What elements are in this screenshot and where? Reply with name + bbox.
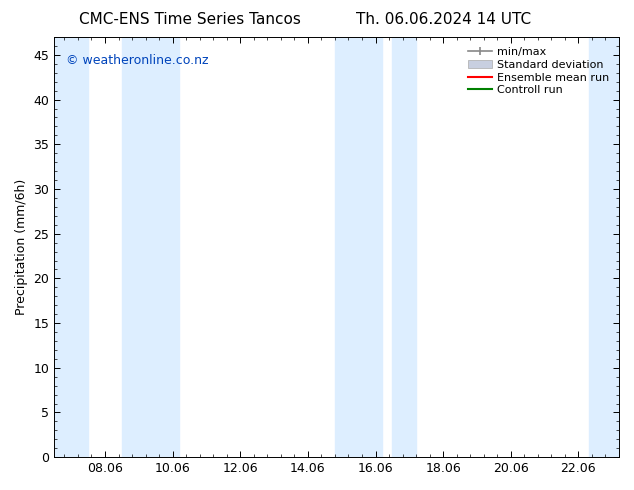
Bar bbox=[392, 37, 416, 457]
Bar bbox=[55, 37, 88, 457]
Bar bbox=[122, 37, 179, 457]
Text: CMC-ENS Time Series Tancos: CMC-ENS Time Series Tancos bbox=[79, 12, 301, 27]
Text: Th. 06.06.2024 14 UTC: Th. 06.06.2024 14 UTC bbox=[356, 12, 531, 27]
Text: © weatheronline.co.nz: © weatheronline.co.nz bbox=[65, 54, 208, 67]
Legend: min/max, Standard deviation, Ensemble mean run, Controll run: min/max, Standard deviation, Ensemble me… bbox=[463, 43, 614, 100]
Bar bbox=[588, 37, 619, 457]
Y-axis label: Precipitation (mm/6h): Precipitation (mm/6h) bbox=[15, 179, 28, 315]
Bar bbox=[335, 37, 382, 457]
